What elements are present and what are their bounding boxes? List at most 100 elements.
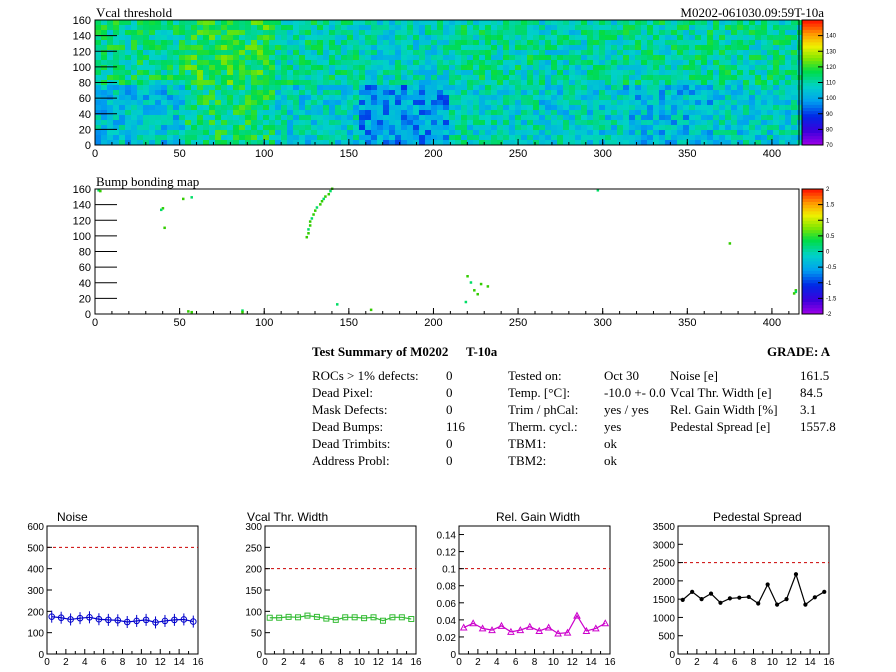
summary-row-label: Vcal Thr. Width [e]	[670, 385, 772, 400]
chart-x-tick-label: 0	[262, 657, 268, 668]
summary-row-label: Dead Trimbits:	[312, 436, 391, 451]
map-x-tick-label: 200	[424, 148, 442, 160]
chart-x-tick-label: 10	[548, 657, 560, 668]
map-x-tick-label: 300	[594, 148, 612, 160]
summary-row-value: 3.1	[800, 402, 817, 417]
map-x-tick-label: 300	[594, 317, 612, 329]
data-point	[370, 614, 377, 621]
vcal-threshold-title: Vcal threshold	[96, 5, 173, 20]
summary-row-value: Oct 30	[604, 368, 640, 383]
summary-row-label: Noise [e]	[670, 368, 719, 383]
chart-y-tick-label: 250	[245, 543, 262, 554]
data-point	[525, 622, 534, 630]
chart-title: Pedestal Spread	[713, 510, 802, 524]
map-x-tick-label: 50	[173, 317, 185, 329]
data-point	[361, 615, 368, 622]
summary-row-label: Address Probl:	[312, 453, 390, 468]
chart-x-tick-label: 6	[513, 657, 519, 668]
summary-chart-3: Pedestal Spread 0 500 1000 1500 2000 2500 3000 3…	[653, 510, 835, 668]
chart-y-tick-label: 0	[256, 650, 262, 661]
summary-row-label: TBM1:	[508, 436, 547, 451]
summary-chart-1: Vcal Thr. Width 0 50 100 150 200 250 300 0 2 4 6 8 10…	[245, 510, 422, 668]
data-point	[469, 619, 477, 627]
summary-row-value: 0	[446, 402, 453, 417]
map-x-tick-label: 250	[509, 317, 527, 329]
summary-chart-0: Noise 0 100 200 300 400 500 600 0 2 4 6 8 10 12 14 16	[27, 510, 204, 668]
data-point	[746, 594, 751, 600]
map-x-tick-label: 150	[340, 148, 358, 160]
summary-row-value: yes	[604, 419, 622, 434]
map-z-tick-label: 130	[826, 49, 837, 55]
summary-row-value: 161.5	[800, 368, 830, 383]
summary-heading: Test Summary of M0202	[312, 344, 449, 359]
map-z-tick-label: 90	[826, 112, 833, 118]
summary-row-label: Rel. Gain Width [%]	[670, 402, 778, 417]
chart-y-tick-label: 0.06	[437, 599, 457, 610]
chart-y-tick-label: 500	[27, 543, 44, 554]
map-x-tick-label: 150	[340, 317, 358, 329]
map-z-tick-label: 1.5	[826, 203, 835, 209]
chart-x-tick-label: 14	[805, 657, 817, 668]
data-point	[276, 614, 283, 621]
bump-bonding-title: Bump bonding map	[96, 174, 200, 189]
data-point	[718, 600, 723, 605]
map-y-tick-label: 20	[79, 293, 91, 305]
summary-row-label: Pedestal Spread [e]	[670, 419, 771, 434]
chart-y-tick-label: 50	[251, 629, 263, 640]
data-point	[699, 597, 704, 602]
chart-x-tick-label: 8	[338, 657, 344, 668]
map-x-tick-label: 350	[678, 317, 696, 329]
summary-temp-code: T-10a	[466, 344, 498, 359]
chart-x-tick-label: 16	[604, 657, 616, 668]
data-point	[803, 602, 808, 607]
map-y-tick-label: 120	[73, 46, 91, 58]
chart-y-tick-label: 1500	[653, 595, 676, 606]
data-point	[313, 613, 320, 620]
chart-x-tick-label: 8	[751, 657, 757, 668]
chart-x-tick-label: 12	[155, 657, 167, 668]
chart-y-tick-label: 3500	[653, 522, 676, 533]
data-point	[756, 601, 761, 606]
chart-y-tick-label: 100	[245, 607, 262, 618]
data-point	[507, 627, 515, 635]
summary-row-value: 0	[446, 436, 453, 451]
map-x-tick-label: 400	[763, 317, 781, 329]
chart-title: Rel. Gain Width	[496, 510, 580, 524]
chart-y-tick-label: 400	[27, 565, 44, 576]
summary-row-label: Tested on:	[508, 368, 562, 383]
chart-x-tick-label: 6	[732, 657, 738, 668]
summary-row-value: 116	[446, 419, 466, 434]
data-point	[389, 614, 396, 621]
chart-x-tick-label: 14	[586, 657, 598, 668]
data-point	[478, 624, 487, 632]
map-x-tick-label: 100	[255, 148, 273, 160]
data-point	[285, 613, 292, 620]
data-point	[592, 624, 600, 632]
map-plot-area-0	[95, 20, 804, 146]
map-y-tick-label: 60	[79, 93, 91, 105]
map-z-tick-label: 80	[826, 127, 833, 133]
data-point	[582, 626, 591, 634]
chart-y-tick-label: 0.04	[437, 616, 457, 627]
map-y-tick-label: 140	[73, 200, 91, 212]
chart-y-tick-label: 0	[669, 650, 675, 661]
summary-row-value: ok	[604, 436, 617, 451]
map-z-tick-label: -1	[826, 281, 832, 287]
chart-x-tick-label: 12	[786, 657, 798, 668]
chart-x-tick-label: 0	[44, 657, 50, 668]
map-x-tick-label: 200	[424, 317, 442, 329]
data-point	[323, 615, 330, 622]
map-x-tick-label: 250	[509, 148, 527, 160]
chart-x-tick-label: 16	[823, 657, 835, 668]
data-point	[680, 597, 685, 602]
data-point	[690, 589, 695, 594]
data-point	[398, 614, 405, 621]
map-x-tick-label: 50	[173, 148, 185, 160]
chart-x-tick-label: 10	[767, 657, 779, 668]
chart-x-tick-label: 6	[101, 657, 107, 668]
map-z-tick-label: 0	[826, 250, 830, 256]
data-point	[601, 619, 610, 627]
data-point	[408, 616, 415, 623]
